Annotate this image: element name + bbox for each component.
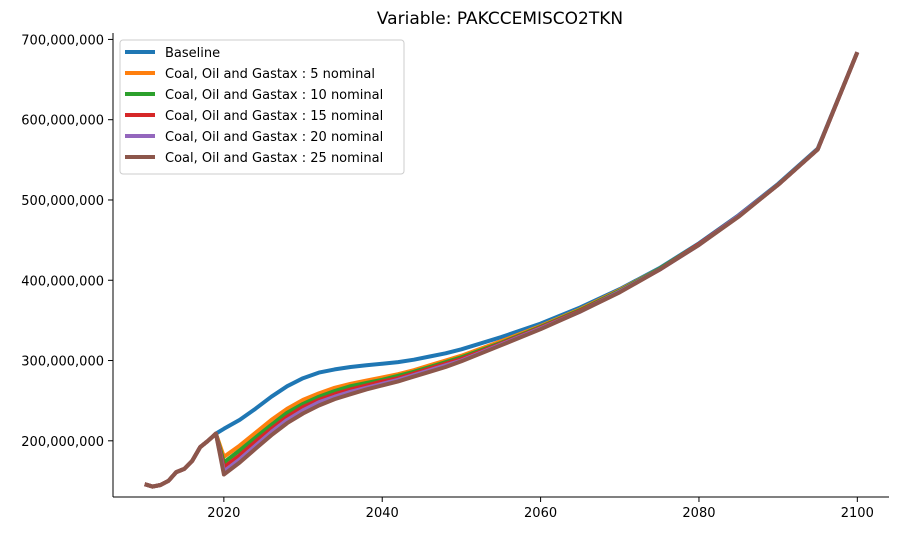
legend-box	[119, 39, 405, 175]
chart-title: Variable: PAKCCEMISCO2TKN	[377, 9, 623, 29]
legend-label-2: Coal, Oil and Gastax : 10 nominal	[165, 88, 383, 103]
x-tick-label: 2060	[524, 506, 557, 521]
legend-label-3: Coal, Oil and Gastax : 15 nominal	[165, 109, 383, 124]
y-tick-label: 600,000,000	[21, 114, 104, 129]
y-tick-label: 500,000,000	[21, 194, 104, 209]
legend-label-4: Coal, Oil and Gastax : 20 nominal	[165, 130, 383, 145]
y-tick-label: 700,000,000	[21, 33, 104, 48]
series-line-5	[144, 51, 860, 489]
x-tick-label: 2100	[841, 506, 874, 521]
axes: 2020 2040 2060 2080 2100 200,000,000 300,000,0…	[21, 33, 889, 521]
y-tick-label: 300,000,000	[21, 355, 104, 370]
y-tick-label: 200,000,000	[21, 435, 104, 450]
x-tick-label: 2020	[207, 506, 240, 521]
legend: Baseline Coal, Oil and Gastax : 5 nominal…	[119, 39, 405, 175]
y-tick-label: 400,000,000	[21, 274, 104, 289]
legend-label-1: Coal, Oil and Gastax : 5 nominal	[165, 67, 375, 82]
x-tick-label: 2080	[682, 506, 715, 521]
x-tick-label: 2040	[366, 506, 399, 521]
legend-label-0: Baseline	[165, 46, 220, 61]
legend-label-5: Coal, Oil and Gastax : 25 nominal	[165, 151, 383, 166]
series-lines	[144, 51, 860, 489]
